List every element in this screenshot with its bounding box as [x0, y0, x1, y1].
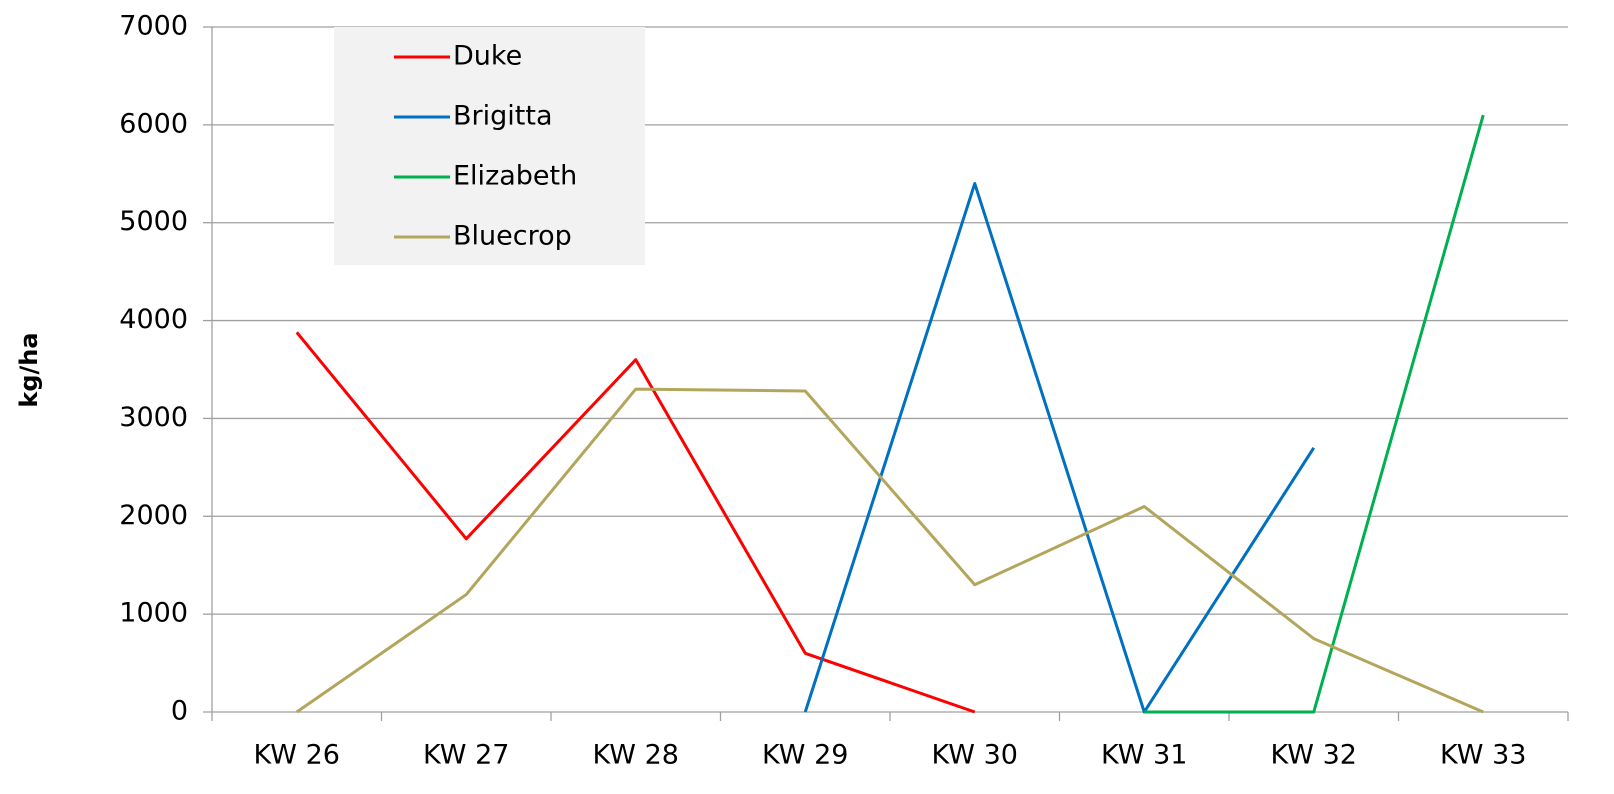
- y-axis-title: kg/ha: [15, 332, 43, 407]
- line-series: [803, 182, 1316, 714]
- y-tick-label: 3000: [119, 402, 188, 433]
- y-tick-label: 4000: [119, 304, 188, 335]
- y-tick-label: 7000: [119, 11, 188, 42]
- x-tick-label: KW 33: [1440, 740, 1526, 771]
- x-tick-label: KW 28: [593, 740, 679, 771]
- legend-label: Bluecrop: [453, 221, 572, 252]
- y-tick-label: 2000: [119, 500, 188, 531]
- line-series: [295, 387, 1484, 714]
- x-tick-label: KW 32: [1271, 740, 1357, 771]
- legend-box: [334, 27, 645, 265]
- y-tick-label: 6000: [119, 108, 188, 139]
- y-tick-label: 1000: [119, 598, 188, 629]
- legend-label: Elizabeth: [453, 161, 577, 192]
- legend-label: Brigitta: [453, 101, 552, 132]
- y-tick-label: 5000: [119, 206, 188, 237]
- x-tick-label: KW 27: [423, 740, 509, 771]
- legend-label: Duke: [453, 41, 522, 72]
- x-tick-label: KW 31: [1101, 740, 1187, 771]
- line-series: [1144, 114, 1485, 714]
- line-series: [295, 331, 976, 714]
- x-tick-label: KW 26: [254, 740, 340, 771]
- y-tick-label: 0: [171, 696, 188, 727]
- x-tick-label: KW 30: [932, 740, 1018, 771]
- x-tick-label: KW 29: [762, 740, 848, 771]
